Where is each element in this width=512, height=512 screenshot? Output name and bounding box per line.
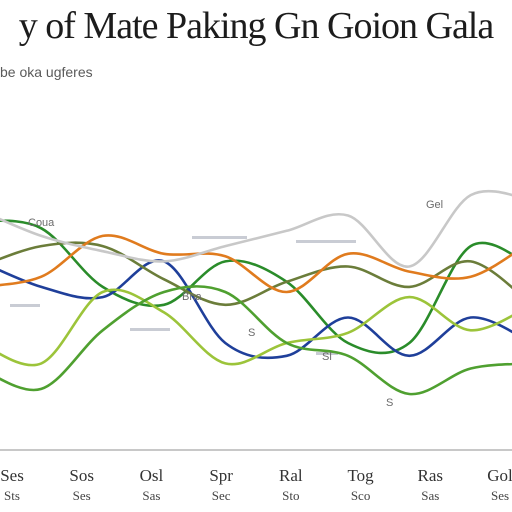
annotation-bar-3 <box>130 328 170 331</box>
series-line-4 <box>0 234 512 294</box>
chart-title: y of Mate Paking Gn Goion Gala <box>18 5 494 47</box>
annotation-label: S <box>386 397 393 409</box>
x-tick-label: Ras <box>418 466 444 485</box>
annotation-label: Bna <box>182 291 202 303</box>
x-tick-label: Gol <box>487 466 512 485</box>
series-layer <box>0 189 512 396</box>
x-tick-sublabel: Ses <box>491 488 509 503</box>
x-tick-sublabel: Sas <box>421 488 439 503</box>
x-tick-sublabel: Sec <box>212 488 231 503</box>
series-line-2 <box>0 259 512 360</box>
annotation-label: Sl <box>322 351 332 363</box>
x-tick-sublabel: Ses <box>73 488 91 503</box>
x-tick-label: Osl <box>140 466 164 485</box>
x-tick-label: Ses <box>0 466 24 485</box>
x-tick-label: Tog <box>347 466 374 485</box>
annotation-bars <box>10 236 356 355</box>
chart-subtitle: be oka ugferes <box>0 64 93 80</box>
annotation-layer: Coua Bna S Sl S Gel <box>28 199 443 409</box>
annotation-bar-4 <box>316 352 338 355</box>
x-axis-ticks: Ses Sts Sos Ses Osl Sas Spr Sec Ral Sto Tog Sco Ras S… <box>0 466 512 503</box>
series-line-3 <box>0 241 512 307</box>
x-tick-label: Spr <box>209 466 233 485</box>
annotation-label: Coua <box>28 217 55 229</box>
series-line-7 <box>0 285 512 396</box>
x-tick-label: Ral <box>279 466 303 485</box>
annotation-label: Gel <box>426 199 443 211</box>
annotation-bar-1 <box>192 236 247 239</box>
x-tick-sublabel: Sto <box>282 488 299 503</box>
x-tick-sublabel: Sts <box>4 488 20 503</box>
series-line-5 <box>0 189 512 268</box>
annotation-bar-5 <box>10 304 40 307</box>
x-tick-label: Sos <box>69 466 94 485</box>
annotation-bar-2 <box>296 240 356 243</box>
x-tick-sublabel: Sas <box>142 488 160 503</box>
series-line-1 <box>0 219 512 355</box>
annotation-label: S <box>248 327 255 339</box>
x-tick-sublabel: Sco <box>351 488 371 503</box>
series-line-6 <box>0 288 512 367</box>
